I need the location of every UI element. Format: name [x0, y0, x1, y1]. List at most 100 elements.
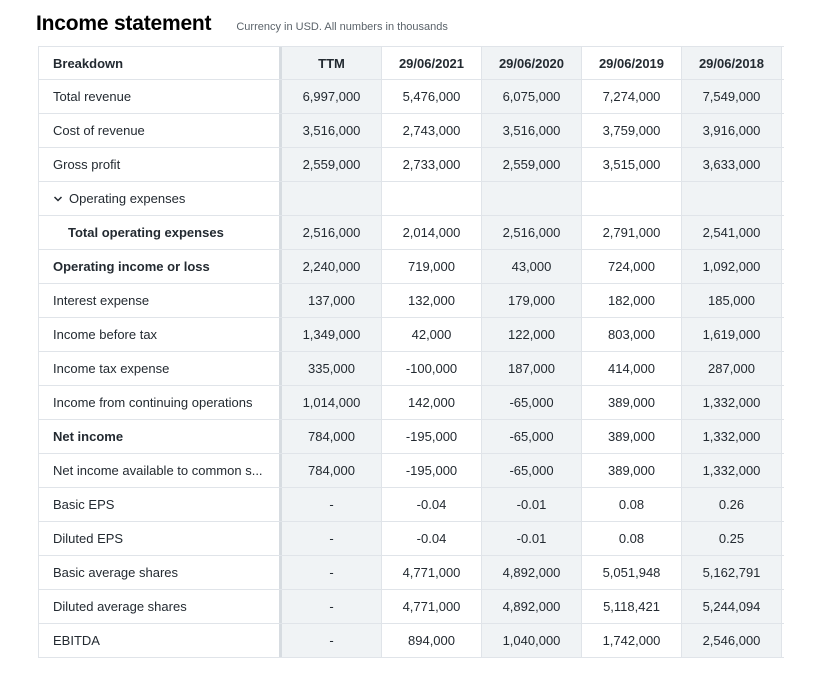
table-cell: 414,000	[582, 352, 682, 385]
table-cell: 389,000	[582, 386, 682, 419]
table-cell: 5,476,000	[382, 80, 482, 113]
table-cell: 0.25	[682, 522, 782, 555]
table-row: Gross profit 2,559,000 2,733,000 2,559,0…	[38, 148, 784, 182]
currency-note: Currency in USD. All numbers in thousand…	[236, 21, 448, 33]
table-cell: 894,000	[382, 624, 482, 657]
table-cell: 132,000	[382, 284, 482, 317]
table-header-row: Breakdown TTM 29/06/2021 29/06/2020 29/0…	[38, 47, 784, 80]
table-row: Interest expense 137,000 132,000 179,000…	[38, 284, 784, 318]
row-label: Income tax expense	[38, 352, 282, 385]
column-header-2019: 29/06/2019	[582, 47, 682, 79]
table-cell: 43,000	[482, 250, 582, 283]
table-row: Income before tax 1,349,000 42,000 122,0…	[38, 318, 784, 352]
table-cell: 5,162,791	[682, 556, 782, 589]
table-cell: -65,000	[482, 386, 582, 419]
table-row: Diluted average shares - 4,771,000 4,892…	[38, 590, 784, 624]
table-row: Income from continuing operations 1,014,…	[38, 386, 784, 420]
table-row: Basic average shares - 4,771,000 4,892,0…	[38, 556, 784, 590]
table-cell: 719,000	[382, 250, 482, 283]
table-cell: 5,118,421	[582, 590, 682, 623]
table-cell: 5,051,948	[582, 556, 682, 589]
row-label: Basic average shares	[38, 556, 282, 589]
table-cell: 2,541,000	[682, 216, 782, 249]
column-header-2021: 29/06/2021	[382, 47, 482, 79]
table-cell: 3,759,000	[582, 114, 682, 147]
column-header-breakdown: Breakdown	[38, 47, 282, 79]
table-cell: -195,000	[382, 454, 482, 487]
table-cell: 724,000	[582, 250, 682, 283]
table-cell: 784,000	[282, 420, 382, 453]
table-cell: -0.04	[382, 522, 482, 555]
column-header-ttm: TTM	[282, 47, 382, 79]
table-cell	[582, 182, 682, 215]
table-cell: 2,546,000	[682, 624, 782, 657]
table-cell: 2,791,000	[582, 216, 682, 249]
row-label: Income from continuing operations	[38, 386, 282, 419]
table-cell: 1,332,000	[682, 420, 782, 453]
table-cell: 187,000	[482, 352, 582, 385]
table-cell	[482, 182, 582, 215]
row-label: Total operating expenses	[38, 216, 282, 249]
column-header-2018: 29/06/2018	[682, 47, 782, 79]
row-label: Operating expenses	[69, 191, 186, 206]
row-label: Net income	[38, 420, 282, 453]
operating-expenses-toggle[interactable]: Operating expenses	[38, 182, 282, 215]
table-cell: 4,892,000	[482, 556, 582, 589]
table-cell: 389,000	[582, 420, 682, 453]
row-label: Basic EPS	[38, 488, 282, 521]
table-row: Diluted EPS - -0.04 -0.01 0.08 0.25	[38, 522, 784, 556]
table-cell: 142,000	[382, 386, 482, 419]
table-row: Cost of revenue 3,516,000 2,743,000 3,51…	[38, 114, 784, 148]
row-label: EBITDA	[38, 624, 282, 657]
table-cell: 0.26	[682, 488, 782, 521]
table-cell: 2,743,000	[382, 114, 482, 147]
table-cell: 1,332,000	[682, 454, 782, 487]
table-cell: 0.08	[582, 522, 682, 555]
table-cell: 42,000	[382, 318, 482, 351]
income-statement-table: Breakdown TTM 29/06/2021 29/06/2020 29/0…	[38, 46, 784, 658]
table-row: Total revenue 6,997,000 5,476,000 6,075,…	[38, 80, 784, 114]
table-cell: 1,092,000	[682, 250, 782, 283]
table-cell: 179,000	[482, 284, 582, 317]
table-row: Net income 784,000 -195,000 -65,000 389,…	[38, 420, 784, 454]
page-title: Income statement	[36, 12, 212, 35]
table-cell: 1,742,000	[582, 624, 682, 657]
table-cell: 3,633,000	[682, 148, 782, 181]
row-label: Interest expense	[38, 284, 282, 317]
table-cell: 784,000	[282, 454, 382, 487]
table-cell: 3,516,000	[282, 114, 382, 147]
table-cell: 0.08	[582, 488, 682, 521]
table-cell: -0.01	[482, 488, 582, 521]
table-row-operating-expenses: Operating expenses	[38, 182, 784, 216]
table-cell: 4,892,000	[482, 590, 582, 623]
row-label: Net income available to common s...	[38, 454, 282, 487]
table-row: EBITDA - 894,000 1,040,000 1,742,000 2,5…	[38, 624, 784, 658]
table-cell: 2,733,000	[382, 148, 482, 181]
table-cell: 1,332,000	[682, 386, 782, 419]
column-header-2020: 29/06/2020	[482, 47, 582, 79]
table-cell: 6,075,000	[482, 80, 582, 113]
row-label: Operating income or loss	[38, 250, 282, 283]
table-cell: -	[282, 556, 382, 589]
table-cell: 6,997,000	[282, 80, 382, 113]
table-cell: 803,000	[582, 318, 682, 351]
table-cell: 2,559,000	[482, 148, 582, 181]
table-row: Income tax expense 335,000 -100,000 187,…	[38, 352, 784, 386]
table-cell: -65,000	[482, 454, 582, 487]
chevron-down-icon[interactable]	[53, 194, 63, 204]
table-cell: 4,771,000	[382, 556, 482, 589]
table-cell: -195,000	[382, 420, 482, 453]
table-cell: 7,274,000	[582, 80, 682, 113]
table-cell: 1,014,000	[282, 386, 382, 419]
table-cell: 137,000	[282, 284, 382, 317]
row-label: Diluted average shares	[38, 590, 282, 623]
table-cell: 2,014,000	[382, 216, 482, 249]
table-cell: -	[282, 488, 382, 521]
row-label: Gross profit	[38, 148, 282, 181]
table-cell: 7,549,000	[682, 80, 782, 113]
table-cell: 3,516,000	[482, 114, 582, 147]
table-cell: 185,000	[682, 284, 782, 317]
table-row: Net income available to common s... 784,…	[38, 454, 784, 488]
table-cell: -	[282, 590, 382, 623]
table-cell: 1,619,000	[682, 318, 782, 351]
